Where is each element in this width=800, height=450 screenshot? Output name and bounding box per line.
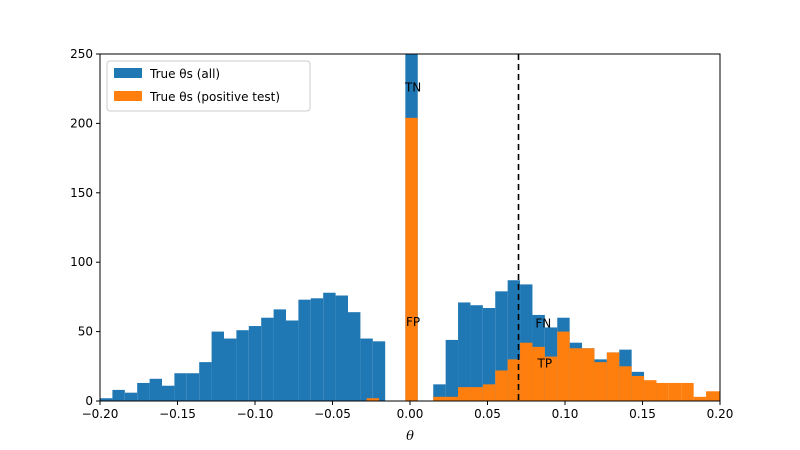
bar-all-15 [286,320,299,401]
bar-all-13 [261,317,274,401]
bar-positive-21 [668,382,682,401]
bar-all-21 [360,338,373,401]
bar-all-14 [273,309,286,401]
bar-all-11 [236,330,249,401]
bar-all-19 [335,295,348,401]
bar-positive-4 [458,387,471,401]
bar-positive-16 [606,352,620,401]
bar-all-27 [470,305,483,401]
bar-positive-0 [366,398,379,401]
bar-positive-22 [681,382,694,401]
bar-all-10 [224,338,237,401]
annotation-tp: TP [537,357,553,371]
bar-positive-20 [656,382,669,401]
annotation-fn: FN [535,316,551,330]
x-tick-label: −0.10 [237,407,274,421]
bar-all-0 [100,398,113,401]
bar-all-8 [199,362,212,401]
bar-all-18 [323,292,336,401]
x-tick-label: 0.15 [629,407,656,421]
bar-all-25 [445,339,459,401]
legend: True θs (all) True θs (positive test) [106,60,311,112]
bar-positive-14 [582,348,595,401]
bar-all-20 [348,312,361,401]
bar-all-6 [174,373,187,401]
bar-all-26 [458,302,471,401]
annotation-fp: FP [406,315,420,329]
bar-all-28 [482,308,496,401]
x-tick-label: 0.00 [397,407,424,421]
y-tick-label: 150 [70,186,93,200]
bar-positive-5 [470,387,483,401]
bar-positive-13 [569,348,583,401]
bar-positive-3 [445,396,459,401]
legend-label-positive: True θs (positive test) [149,90,280,104]
bar-all-1 [112,389,125,401]
bar-all-22 [372,341,386,401]
annotations: TN FP FN TP [404,80,552,370]
y-axis-ticks: 0 50 100 150 200 250 [70,47,100,408]
bar-all-4 [149,378,162,401]
bar-positive-24 [706,391,720,401]
y-tick-label: 0 [85,394,93,408]
x-tick-label: −0.05 [314,407,351,421]
annotation-tn: TN [404,80,421,94]
x-tick-label: 0.10 [552,407,579,421]
y-tick-label: 100 [70,255,93,269]
x-axis-ticks: −0.20 −0.15 −0.10 −0.05 0.00 0.05 0.10 0.15 0.20 [82,401,734,421]
bar-positive-10 [532,346,545,401]
y-tick-label: 200 [70,116,93,130]
bar-positive-2 [433,396,446,401]
bar-all-9 [211,331,224,401]
bar-all-17 [310,298,324,401]
bar-positive-9 [520,342,533,401]
bar-positive-19 [644,380,657,401]
legend-swatch-positive [114,91,142,101]
legend-swatch-all [114,68,142,78]
x-tick-label: −0.20 [82,407,119,421]
bar-all-16 [298,299,311,401]
y-tick-label: 250 [70,47,93,61]
bars-positive-test-series [366,117,720,402]
bar-all-3 [137,382,150,401]
y-tick-label: 50 [78,325,93,339]
bar-positive-6 [482,384,496,401]
bar-all-12 [248,326,262,401]
bar-positive-15 [594,362,607,401]
bar-positive-23 [693,396,707,401]
bar-all-2 [124,392,138,401]
x-axis-label: θ [406,429,414,444]
legend-label-all: True θs (all) [149,67,220,81]
x-tick-label: 0.20 [707,407,734,421]
bar-all-5 [162,385,175,401]
bar-positive-18 [631,376,645,401]
bar-all-7 [186,373,200,401]
x-tick-label: −0.15 [159,407,196,421]
bar-positive-17 [619,366,632,401]
bar-positive-11 [544,356,558,401]
bar-positive-7 [495,370,508,401]
bar-positive-12 [557,331,570,401]
bar-positive-1 [405,117,418,402]
legend-box [106,60,311,112]
bar-positive-8 [507,359,521,401]
x-tick-label: 0.05 [474,407,501,421]
